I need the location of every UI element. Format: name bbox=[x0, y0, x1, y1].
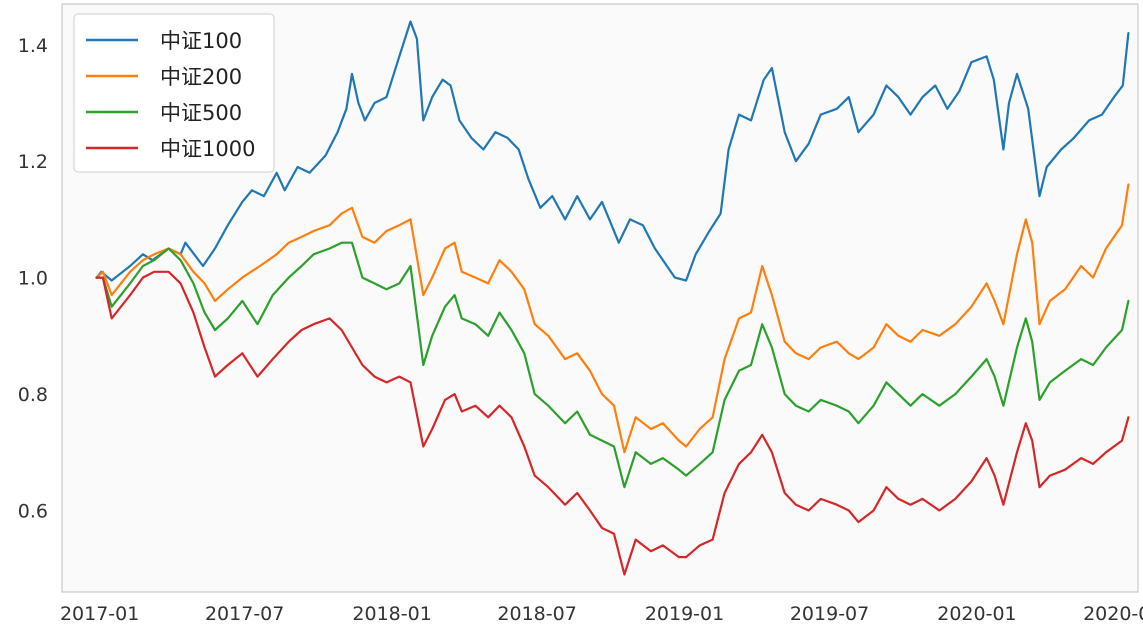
y-axis: 0.6 0.8 1.0 1.2 1.4 bbox=[18, 35, 48, 523]
y-tick-label: 1.2 bbox=[18, 151, 48, 173]
x-tick-label: 2020-01 bbox=[937, 603, 1016, 625]
series-line-1 bbox=[95, 183, 1130, 454]
series-line-3 bbox=[95, 270, 1130, 576]
y-tick-label: 0.6 bbox=[18, 500, 48, 522]
legend-items: 中证100 中证200 中证500 中证1000 bbox=[86, 29, 255, 161]
x-tick-label: 2018-07 bbox=[497, 603, 576, 625]
legend-label: 中证500 bbox=[160, 101, 242, 125]
legend-label: 中证1000 bbox=[160, 137, 255, 161]
x-tick-label: 2017-07 bbox=[205, 603, 284, 625]
legend: 中证100 中证200 中证500 中证1000 bbox=[73, 13, 275, 173]
y-tick-label: 0.8 bbox=[18, 384, 48, 406]
series-line-0 bbox=[95, 20, 1130, 282]
series-layer bbox=[95, 20, 1130, 576]
x-tick-label: 2019-07 bbox=[790, 603, 869, 625]
x-tick-label: 2018-01 bbox=[352, 603, 431, 625]
legend-label: 中证200 bbox=[160, 65, 242, 89]
legend-label: 中证100 bbox=[160, 29, 242, 53]
y-tick-label: 1.4 bbox=[18, 35, 48, 57]
x-axis: 2017-01 2017-07 2018-01 2018-07 2019-01 2019-… bbox=[60, 603, 1143, 625]
legend-box bbox=[73, 13, 275, 173]
y-tick-label: 1.0 bbox=[18, 268, 48, 290]
series-line-2 bbox=[95, 241, 1130, 489]
x-tick-label: 2019-01 bbox=[645, 603, 724, 625]
x-tick-label: 2017-01 bbox=[60, 603, 139, 625]
x-tick-label: 2020-07 bbox=[1083, 603, 1143, 625]
